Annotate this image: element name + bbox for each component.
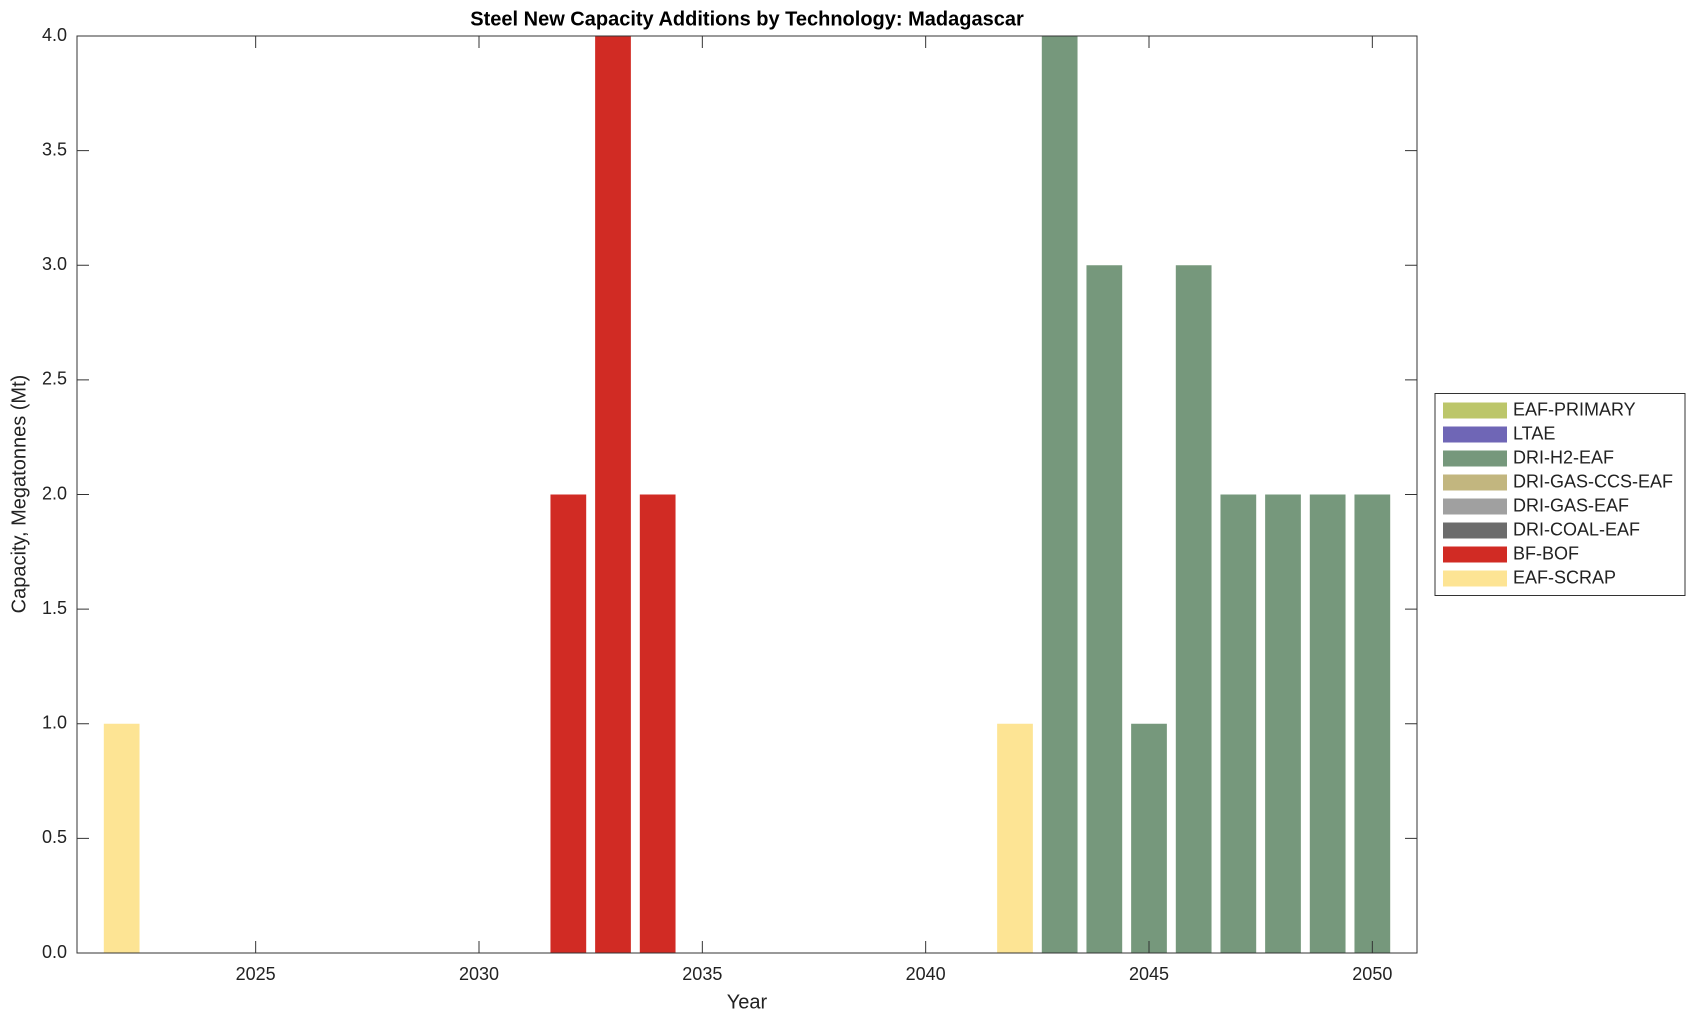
y-tick-label: 2.5 (42, 369, 67, 389)
y-tick-label: 0.5 (42, 827, 67, 847)
x-tick-label: 2045 (1129, 964, 1169, 984)
bar (1086, 265, 1123, 953)
x-tick-label: 2050 (1352, 964, 1392, 984)
bar (1309, 494, 1346, 953)
x-tick-label: 2035 (682, 964, 722, 984)
bar (1041, 36, 1078, 953)
legend-swatch (1443, 522, 1507, 539)
y-tick-label: 1.0 (42, 713, 67, 733)
bar (1220, 494, 1257, 953)
bar (595, 36, 631, 953)
legend-label: LTAE (1513, 423, 1555, 443)
bar (1265, 494, 1301, 953)
legend-label: DRI-GAS-EAF (1513, 495, 1629, 515)
legend-swatch (1443, 474, 1507, 491)
x-tick-label: 2040 (906, 964, 946, 984)
y-tick-label: 3.5 (42, 139, 67, 159)
legend-label: DRI-COAL-EAF (1513, 519, 1640, 539)
bar (1175, 265, 1212, 953)
legend-swatch (1443, 450, 1507, 467)
bar (997, 723, 1033, 953)
bar (103, 723, 140, 953)
x-axis-label: Year (727, 991, 768, 1013)
bar (550, 494, 587, 953)
y-tick-label: 0.0 (42, 942, 67, 962)
bar (639, 494, 676, 953)
legend-label: DRI-H2-EAF (1513, 447, 1614, 467)
x-tick-label: 2030 (459, 964, 499, 984)
legend-label: EAF-SCRAP (1513, 567, 1616, 587)
chart-title: Steel New Capacity Additions by Technolo… (470, 8, 1024, 30)
y-axis-label: Capacity, Megatonnes (Mt) (8, 375, 30, 614)
legend-swatch (1443, 570, 1507, 587)
plot-frame (76, 35, 1418, 954)
bar (1354, 494, 1391, 953)
bar (1131, 723, 1167, 953)
legend-swatch (1443, 402, 1507, 419)
legend-label: BF-BOF (1513, 543, 1579, 563)
y-tick-label: 1.5 (42, 598, 67, 618)
legend-label: DRI-GAS-CCS-EAF (1513, 471, 1673, 491)
y-tick-label: 4.0 (42, 25, 67, 45)
legend-swatch (1443, 426, 1507, 443)
y-tick-label: 3.0 (42, 254, 67, 274)
x-tick-label: 2025 (236, 964, 276, 984)
legend-label: EAF-PRIMARY (1513, 399, 1636, 419)
legend-swatch (1443, 498, 1507, 515)
legend-swatch (1443, 546, 1507, 563)
y-tick-label: 2.0 (42, 483, 67, 503)
